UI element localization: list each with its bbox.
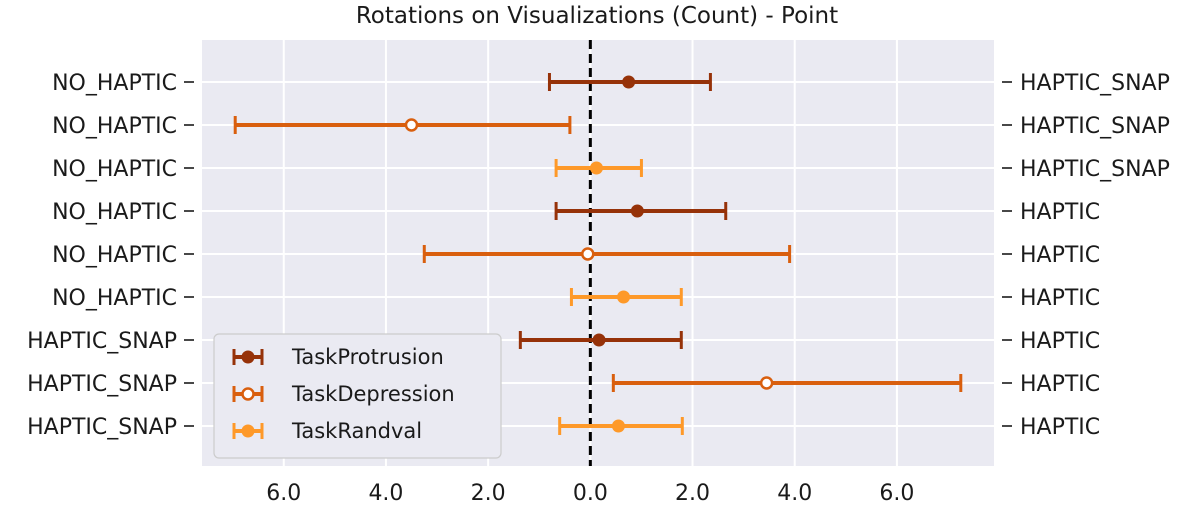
legend-swatch-marker [241,424,255,438]
legend-box [213,333,502,459]
x-tick-label: 4.0 [368,481,403,506]
right-tick-label: HAPTIC [1020,286,1100,311]
legend-label: TaskProtrusion [291,345,444,369]
x-tick-label: 0.0 [573,481,608,506]
x-tick-label: 6.0 [879,481,914,506]
left-tick-label: HAPTIC_SNAP [27,329,177,354]
right-tick-label: HAPTIC [1020,415,1100,440]
legend-label: TaskRandval [291,419,422,443]
data-point-marker [617,290,631,304]
left-tick-label: HAPTIC_SNAP [27,415,177,440]
right-tick-label: HAPTIC_SNAP [1020,157,1170,182]
x-tick-label: 2.0 [675,481,710,506]
data-point-marker [592,333,606,347]
legend-swatch-marker [241,387,255,401]
right-tick-label: HAPTIC [1020,372,1100,397]
left-tick-label: NO_HAPTIC [52,114,177,139]
data-point-marker [611,419,625,433]
right-tick-label: HAPTIC [1020,329,1100,354]
x-tick-label: 4.0 [777,481,812,506]
data-point-marker [622,75,636,89]
left-tick-label: NO_HAPTIC [52,243,177,268]
right-tick-label: HAPTIC_SNAP [1020,114,1170,139]
x-tick-label: 2.0 [471,481,506,506]
right-tick-label: HAPTIC_SNAP [1020,71,1170,96]
chart-title: Rotations on Visualizations (Count) - Po… [356,3,838,29]
data-point-marker [589,161,603,175]
data-point-marker [404,118,419,132]
data-point-marker [581,247,595,261]
legend-label: TaskDepression [291,382,455,406]
left-tick-label: NO_HAPTIC [52,286,177,311]
data-point-marker [759,376,774,390]
data-point-marker [630,204,644,218]
x-tick-label: 6.0 [266,481,301,506]
right-tick-label: HAPTIC [1020,243,1100,268]
left-tick-label: NO_HAPTIC [52,200,177,225]
left-tick-label: HAPTIC_SNAP [27,372,177,397]
legend-swatch-marker [241,350,255,364]
left-tick-label: NO_HAPTIC [52,71,177,96]
left-tick-label: NO_HAPTIC [52,157,177,182]
right-tick-label: HAPTIC [1020,200,1100,225]
